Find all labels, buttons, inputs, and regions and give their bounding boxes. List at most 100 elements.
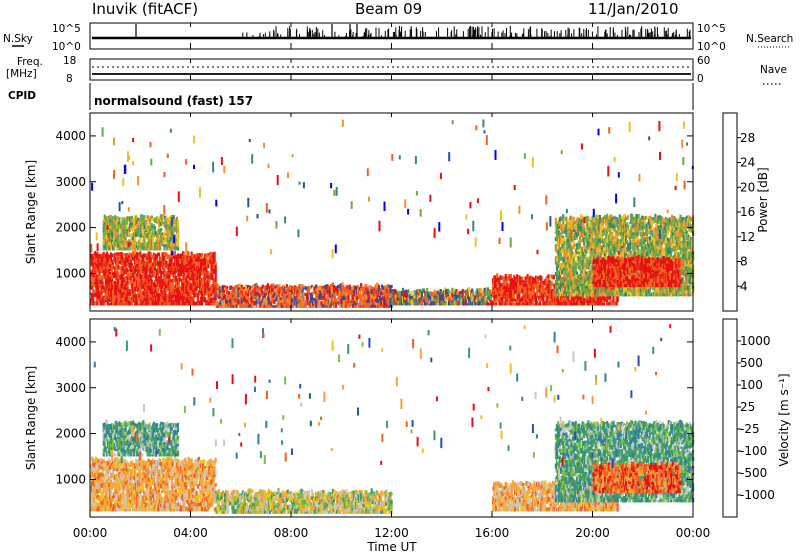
power-cell — [584, 288, 587, 291]
power-cell — [609, 295, 612, 300]
power-cell — [186, 303, 189, 306]
power-cell — [117, 271, 120, 277]
power-cell — [148, 273, 151, 277]
power-cell — [162, 255, 165, 261]
power-cell — [90, 272, 93, 278]
power-cell — [128, 289, 131, 294]
power-cell — [485, 300, 488, 303]
power-cell — [126, 284, 129, 288]
power-cell — [444, 294, 448, 297]
power-cell — [105, 279, 108, 283]
power-cell — [130, 302, 133, 306]
power-cell — [162, 252, 165, 256]
power-cell — [597, 300, 600, 306]
power-cell — [407, 289, 410, 294]
power-cell — [458, 300, 461, 306]
power-cell — [150, 294, 153, 298]
power-cell — [584, 294, 587, 297]
power-cell — [607, 218, 610, 224]
power-cell — [255, 288, 258, 292]
power-cell — [393, 302, 396, 306]
power-cell — [117, 224, 120, 229]
power-cell — [142, 242, 145, 246]
power-cell — [223, 299, 226, 304]
power-cell — [176, 220, 180, 225]
power-cell — [195, 277, 198, 281]
power-cell — [149, 216, 152, 222]
power-cell — [214, 264, 217, 269]
power-cell — [584, 239, 587, 242]
power-cell — [198, 271, 202, 274]
power-cell — [105, 233, 108, 238]
power-cell — [162, 266, 165, 270]
power-cell — [145, 256, 148, 261]
power-cell — [420, 292, 423, 296]
power-cell — [173, 250, 176, 256]
power-cell — [197, 259, 200, 263]
power-cell — [239, 303, 242, 308]
power-cell — [389, 300, 392, 304]
power-cell — [498, 300, 501, 303]
power-cell — [120, 299, 123, 303]
power-cell — [180, 265, 183, 270]
power-cell — [419, 290, 422, 293]
power-cell — [95, 294, 98, 298]
power-cell — [166, 288, 169, 291]
power-cell — [610, 227, 613, 231]
power-cell — [384, 302, 387, 308]
power-cell — [324, 299, 327, 305]
power-cell — [521, 296, 524, 302]
power-cell — [117, 239, 120, 245]
freq-tick-right-bottom: 0 — [697, 73, 704, 85]
power-cell — [102, 269, 105, 274]
power-cell — [555, 288, 559, 294]
power-cell — [572, 254, 575, 257]
power-cell — [118, 221, 121, 225]
power-cell — [150, 240, 153, 243]
power-cell — [205, 300, 208, 304]
power-cell — [172, 302, 175, 306]
power-cell — [572, 270, 575, 274]
power-cell — [360, 294, 363, 299]
power-cell — [459, 290, 462, 294]
power-cell — [410, 291, 413, 296]
power-cell — [558, 243, 561, 249]
power-cell — [207, 281, 210, 285]
power-cell — [320, 301, 323, 305]
power-cell — [139, 247, 142, 251]
power-cell — [615, 233, 618, 238]
power-cell — [562, 218, 565, 221]
power-cell — [615, 221, 618, 226]
power-cell — [572, 244, 575, 250]
power-cell — [555, 233, 559, 238]
power-cell — [251, 299, 254, 303]
power-cell — [185, 290, 188, 295]
power-cell — [127, 280, 130, 285]
power-cell — [430, 301, 433, 306]
power-cell — [538, 282, 541, 285]
power-cell — [595, 229, 598, 235]
power-cell — [606, 288, 609, 292]
power-cell — [588, 216, 591, 221]
power-cell — [584, 263, 587, 268]
power-cell — [172, 245, 175, 251]
power-cell — [451, 287, 454, 293]
power-cell — [555, 282, 559, 286]
power-cell — [616, 224, 619, 228]
power-cell — [569, 270, 572, 276]
power-cell — [549, 286, 552, 291]
power-cell — [156, 221, 159, 224]
power-cell — [185, 277, 188, 283]
power-cell — [117, 279, 120, 284]
power-cell — [291, 292, 294, 295]
power-cell — [176, 253, 180, 257]
power-cell — [539, 275, 542, 281]
power-cell — [147, 264, 150, 269]
power-cell — [161, 271, 164, 275]
power-cell — [433, 299, 436, 302]
power-cell — [95, 276, 98, 280]
power-cell — [166, 294, 169, 297]
power-cell — [264, 302, 267, 306]
power-cell — [104, 296, 107, 300]
power-cell — [167, 247, 170, 251]
